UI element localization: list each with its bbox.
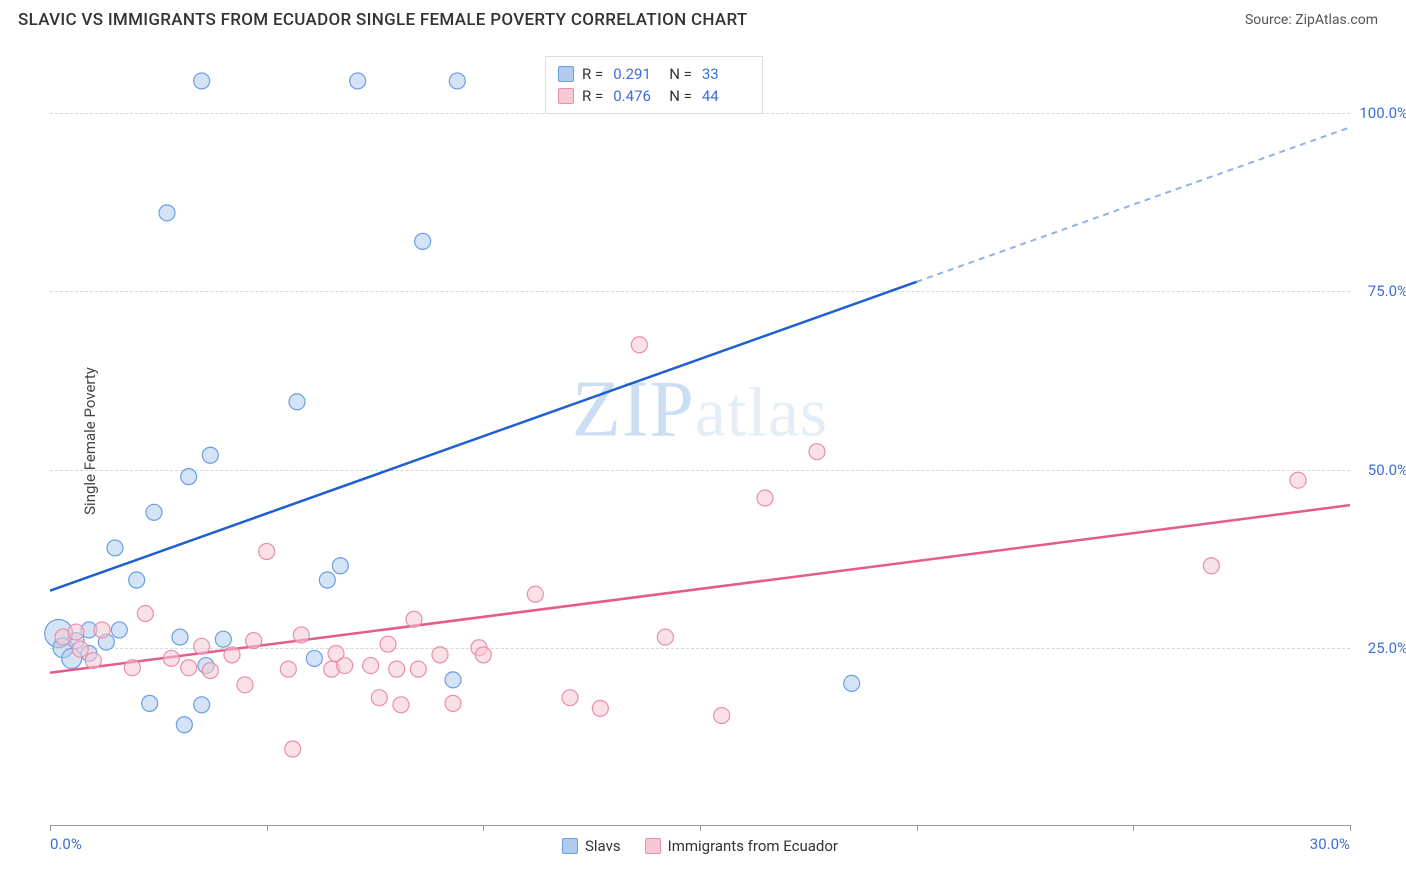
data-point — [285, 741, 301, 757]
data-point — [809, 444, 825, 460]
data-point — [289, 394, 305, 410]
data-point — [163, 650, 179, 666]
data-point — [176, 717, 192, 733]
x-tick-label: 30.0% — [1310, 835, 1350, 853]
legend-label-ecuador: Immigrants from Ecuador — [668, 837, 838, 855]
data-point — [280, 661, 296, 677]
data-point — [246, 633, 262, 649]
data-point — [194, 697, 210, 713]
data-point — [592, 700, 608, 716]
data-point — [202, 663, 218, 679]
data-point — [202, 447, 218, 463]
data-point — [68, 624, 84, 640]
x-tick-label: 0.0% — [50, 835, 82, 853]
n-value-ecuador: 44 — [702, 87, 750, 105]
data-point — [445, 695, 461, 711]
data-point — [215, 631, 231, 647]
legend-item-slavs: Slavs — [562, 837, 621, 855]
data-point — [172, 629, 188, 645]
data-point — [224, 647, 240, 663]
legend-label-slavs: Slavs — [585, 837, 621, 855]
data-point — [363, 658, 379, 674]
data-point — [137, 606, 153, 622]
data-point — [293, 627, 309, 643]
data-point — [181, 469, 197, 485]
y-tick-label: 50.0% — [1368, 461, 1406, 479]
data-point — [389, 661, 405, 677]
stats-row-ecuador: R = 0.476 N = 44 — [558, 85, 750, 107]
data-point — [445, 672, 461, 688]
data-point — [85, 653, 101, 669]
data-point — [306, 650, 322, 666]
data-point — [194, 638, 210, 654]
data-point — [562, 690, 578, 706]
data-point — [237, 677, 253, 693]
data-point — [319, 572, 335, 588]
plot-svg — [50, 56, 1350, 825]
data-point — [1203, 558, 1219, 574]
data-point — [129, 572, 145, 588]
data-point — [332, 558, 348, 574]
data-point — [406, 611, 422, 627]
swatch-ecuador-icon — [645, 838, 661, 854]
data-point — [380, 636, 396, 652]
data-point — [259, 544, 275, 560]
swatch-ecuador — [558, 88, 574, 104]
data-point — [124, 660, 140, 676]
data-point — [449, 73, 465, 89]
data-point — [146, 504, 162, 520]
swatch-slavs-icon — [562, 838, 578, 854]
data-point — [142, 695, 158, 711]
data-point — [757, 490, 773, 506]
data-point — [714, 707, 730, 723]
stats-legend: R = 0.291 N = 33 R = 0.476 N = 44 — [545, 56, 763, 114]
data-point — [194, 73, 210, 89]
y-tick-label: 25.0% — [1368, 639, 1406, 657]
n-value-slavs: 33 — [702, 65, 750, 83]
data-point — [432, 647, 448, 663]
legend-item-ecuador: Immigrants from Ecuador — [645, 837, 838, 855]
y-tick-label: 75.0% — [1368, 282, 1406, 300]
stats-row-slavs: R = 0.291 N = 33 — [558, 63, 750, 85]
r-value-slavs: 0.291 — [613, 65, 661, 83]
data-point — [94, 622, 110, 638]
data-point — [337, 658, 353, 674]
data-point — [393, 697, 409, 713]
data-point — [475, 647, 491, 663]
data-point — [111, 622, 127, 638]
data-point — [350, 73, 366, 89]
series-legend: Slavs Immigrants from Ecuador — [562, 837, 838, 855]
data-point — [631, 337, 647, 353]
data-point — [844, 675, 860, 691]
y-tick-label: 100.0% — [1359, 104, 1406, 122]
data-point — [107, 540, 123, 556]
swatch-slavs — [558, 66, 574, 82]
source-label: Source: ZipAtlas.com — [1245, 12, 1378, 28]
title-bar: SLAVIC VS IMMIGRANTS FROM ECUADOR SINGLE… — [0, 0, 1406, 34]
data-point — [181, 660, 197, 676]
data-point — [159, 205, 175, 221]
data-point — [371, 690, 387, 706]
r-value-ecuador: 0.476 — [613, 87, 661, 105]
data-point — [527, 586, 543, 602]
data-point — [72, 641, 88, 657]
data-point — [657, 629, 673, 645]
chart-area: Single Female Poverty ZIPatlas R = 0.291… — [50, 56, 1350, 826]
data-point — [410, 661, 426, 677]
data-point — [415, 233, 431, 249]
data-point — [1290, 472, 1306, 488]
chart-title: SLAVIC VS IMMIGRANTS FROM ECUADOR SINGLE… — [18, 10, 748, 30]
